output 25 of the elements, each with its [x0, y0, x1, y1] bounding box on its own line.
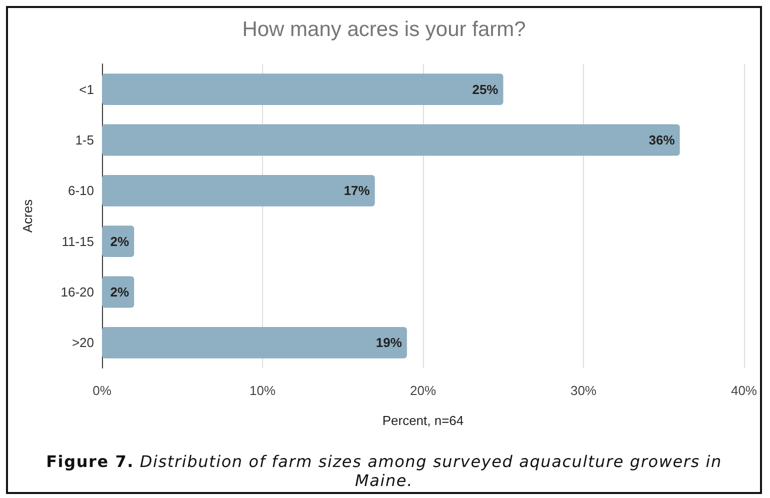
data-label: 2%: [110, 284, 130, 300]
bar: [102, 74, 504, 106]
x-tick-label: 10%: [249, 383, 276, 398]
y-tick-label: <1: [79, 82, 94, 97]
data-label: 17%: [344, 183, 370, 198]
y-tick-label: 1-5: [75, 132, 94, 148]
y-tick-label: 16-20: [60, 284, 94, 300]
chart-title: How many acres is your farm?: [242, 18, 526, 41]
bar: [102, 174, 375, 206]
caption: Figure 7. Distribution of farm sizes among surveyed aquaculture growers in Maine.: [46, 452, 722, 490]
y-tick-label: 6-10: [68, 183, 94, 198]
x-tick-label: 40%: [730, 383, 758, 398]
data-label: 2%: [110, 234, 130, 249]
bar: [102, 326, 407, 358]
bar: [102, 124, 680, 156]
x-tick-label: 30%: [570, 383, 597, 398]
data-label: 25%: [472, 82, 499, 97]
y-tick-label: 11-15: [62, 234, 94, 249]
data-label: 36%: [648, 132, 676, 148]
y-axis-title: Acres: [20, 198, 35, 233]
y-tick-label: >20: [72, 335, 94, 350]
data-label: 19%: [376, 335, 402, 350]
x-tick-label: 20%: [410, 383, 436, 398]
x-axis-title: Percent, n=64: [382, 413, 464, 428]
x-tick-label: 0%: [92, 383, 112, 398]
